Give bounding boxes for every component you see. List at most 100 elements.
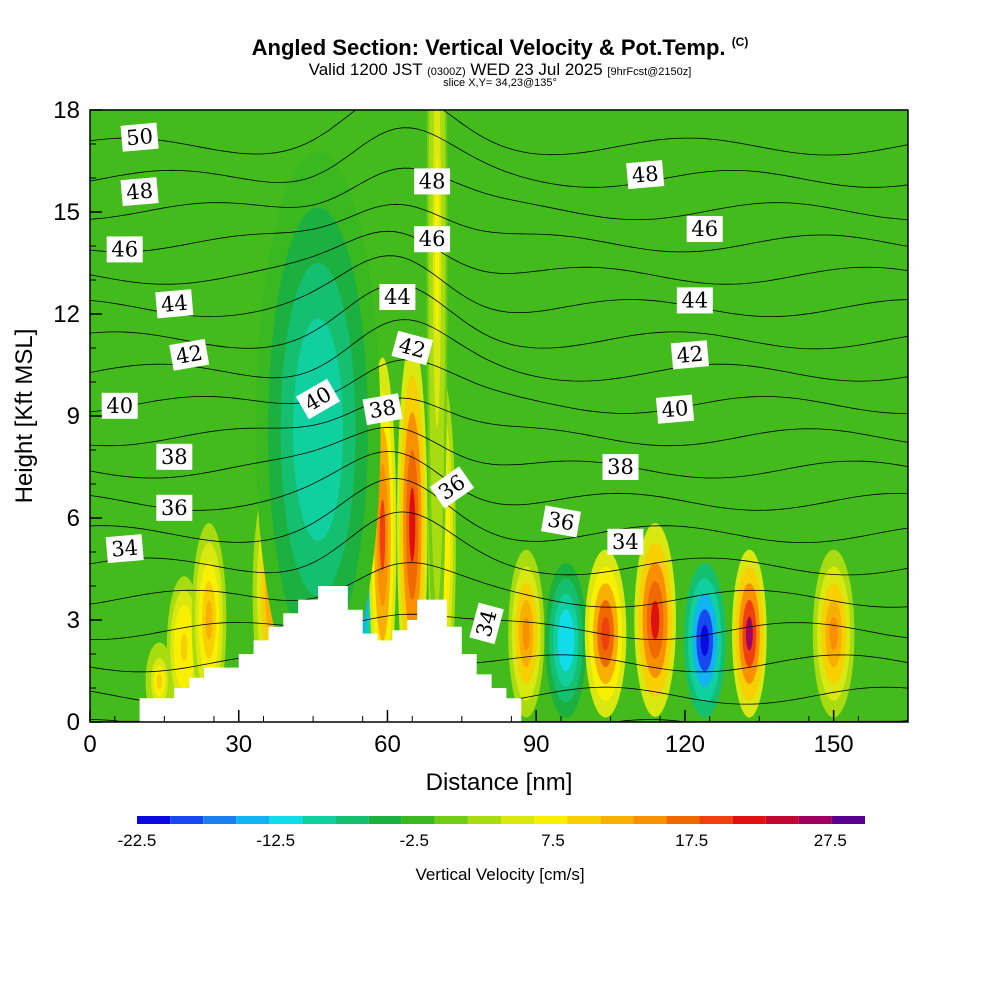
contour-label-box — [101, 392, 138, 419]
velocity-cell — [396, 337, 428, 713]
contour-label-box — [362, 393, 403, 426]
theta-contour — [90, 562, 908, 608]
contour-label: 36 — [156, 494, 193, 521]
colorbar-swatch — [666, 816, 700, 824]
contour-label-text: 44 — [160, 291, 189, 317]
colorbar-swatch — [368, 816, 402, 824]
contour-label-text: 36 — [161, 496, 188, 520]
colorbar-swatch — [699, 816, 733, 824]
colorbar-swatch — [269, 816, 303, 824]
colorbar-swatch — [236, 816, 270, 824]
contour-label-text: 48 — [631, 161, 660, 187]
velocity-cell — [732, 549, 767, 718]
contour-label-box — [602, 454, 639, 480]
contour-label-text: 46 — [691, 217, 718, 241]
contour-label-text: 42 — [174, 341, 204, 369]
contour-label: 44 — [379, 284, 416, 310]
colorbar-swatch — [534, 816, 568, 824]
velocity-shade — [205, 600, 213, 640]
colorbar-swatch — [170, 816, 204, 824]
theta-contour — [90, 127, 908, 188]
contour-label: 46 — [106, 236, 143, 263]
colorbar-swatch — [401, 816, 435, 824]
contour-label-box — [295, 378, 341, 420]
contour-label-text: 44 — [681, 288, 708, 312]
x-tick-label: 120 — [665, 731, 705, 758]
contour-label-box — [106, 236, 143, 263]
colorbar-swatch — [798, 816, 832, 824]
contour-label: 44 — [676, 287, 713, 314]
y-tick-label: 9 — [67, 403, 80, 430]
contour-label-text: 48 — [125, 178, 154, 204]
contour-label-box — [414, 168, 451, 195]
chart-title: Angled Section: Vertical Velocity & Pot.… — [0, 35, 1000, 61]
contour-label: 48 — [414, 168, 451, 195]
contour-label-text: 48 — [419, 169, 446, 193]
velocity-shade — [601, 616, 610, 651]
colorbar-tick-label: 7.5 — [541, 831, 565, 850]
valid-date: WED 23 Jul 2025 — [470, 60, 603, 79]
colorbar-swatch — [567, 816, 601, 824]
velocity-shade — [180, 632, 188, 662]
chart-title-text: Angled Section: Vertical Velocity & Pot.… — [251, 35, 726, 60]
velocity-cell — [508, 549, 545, 718]
x-tick-label: 0 — [83, 731, 96, 758]
theta-contour — [90, 167, 908, 220]
velocity-shade — [561, 624, 571, 656]
terrain-mask — [139, 586, 522, 722]
colorbar-swatch — [302, 816, 336, 824]
colorbar-swatch — [633, 816, 667, 824]
contour-label-box — [156, 494, 193, 521]
chart-subtitle: Valid 1200 JST (0300Z) WED 23 Jul 2025 [… — [0, 60, 1000, 80]
contour-label-box — [686, 216, 723, 242]
contour-label-text: 46 — [111, 237, 138, 261]
colorbar-tick-label: -22.5 — [118, 831, 157, 850]
contour-label-text: 36 — [546, 507, 576, 535]
colorbar-swatch — [137, 816, 171, 824]
contour-label-text: 40 — [106, 394, 133, 418]
velocity-shade — [650, 600, 660, 640]
contour-label-box — [541, 505, 581, 538]
contour-label-box — [156, 443, 193, 470]
contour-label-box — [105, 534, 144, 564]
colorbar-tick-label: 17.5 — [675, 831, 708, 850]
contour-label: 40 — [655, 394, 695, 424]
y-tick-label: 0 — [67, 709, 80, 736]
contour-label-box — [155, 289, 194, 319]
contour-label-text: 44 — [384, 285, 411, 309]
theta-contour — [90, 230, 908, 285]
colorbar-swatch — [203, 816, 237, 824]
theta-contour — [90, 511, 908, 576]
slice-info: slice X,Y= 34,23@135° — [443, 77, 557, 89]
contour-label-text: 40 — [661, 396, 690, 422]
contour-label: 48 — [120, 177, 159, 207]
y-tick-label: 12 — [53, 301, 80, 328]
velocity-cell — [584, 549, 627, 718]
y-tick-label: 6 — [67, 505, 80, 532]
theta-contour — [90, 255, 908, 317]
theta-contour — [90, 110, 908, 156]
velocity-shade — [379, 499, 386, 571]
contour-label-box — [391, 330, 433, 366]
velocity-cell — [683, 562, 726, 718]
velocity-shade — [700, 624, 709, 656]
contour-label: 46 — [686, 216, 723, 242]
contour-label-box — [676, 287, 713, 314]
colorbar-swatch — [467, 816, 501, 824]
x-tick-label: 90 — [523, 731, 550, 758]
contour-label: 34 — [105, 534, 144, 564]
y-tick-label: 18 — [53, 97, 80, 124]
contour-label: 46 — [414, 226, 451, 253]
velocity-shade — [156, 673, 163, 689]
contour-label: 34 — [607, 528, 644, 555]
contour-label: 34 — [469, 602, 504, 645]
theta-contour — [90, 319, 908, 382]
velocity-shade — [409, 487, 416, 563]
colorbar-tick-label: 27.5 — [814, 831, 847, 850]
theta-contour — [90, 203, 908, 253]
colorbar-tick-label: -2.5 — [400, 831, 429, 850]
contour-label-box — [120, 177, 159, 207]
valid-time-utc: (0300Z) — [427, 66, 466, 78]
velocity-shade — [745, 616, 753, 651]
